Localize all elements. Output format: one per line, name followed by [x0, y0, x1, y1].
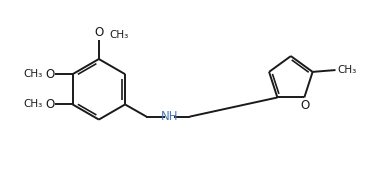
Text: CH₃: CH₃: [109, 30, 129, 40]
Text: O: O: [45, 98, 54, 111]
Text: O: O: [45, 68, 54, 81]
Text: CH₃: CH₃: [338, 65, 357, 75]
Text: O: O: [94, 26, 103, 39]
Text: CH₃: CH₃: [24, 99, 43, 109]
Text: O: O: [300, 99, 309, 112]
Text: CH₃: CH₃: [24, 69, 43, 79]
Text: NH: NH: [161, 110, 178, 123]
